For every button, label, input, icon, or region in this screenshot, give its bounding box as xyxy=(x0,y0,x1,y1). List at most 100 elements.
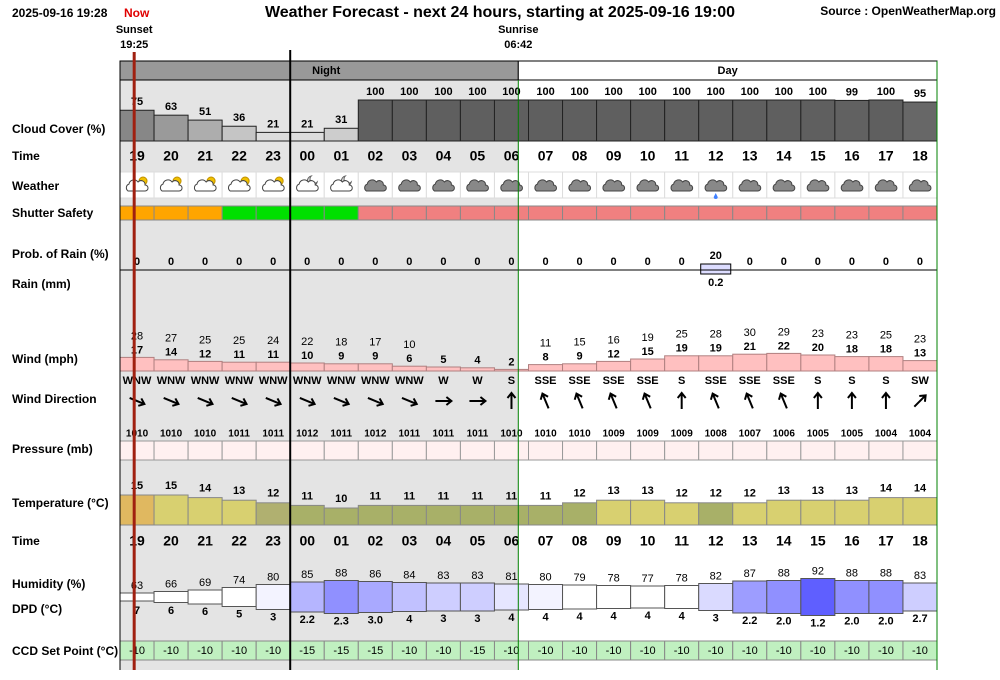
wind-speed-label: 9 xyxy=(372,351,378,363)
wind-bar xyxy=(153,359,189,372)
humidity-label: 66 xyxy=(165,578,177,590)
wind-speed-label: 12 xyxy=(199,348,211,360)
hour-label: 20 xyxy=(163,148,179,164)
humidity-box xyxy=(766,580,802,614)
wind-arrow xyxy=(607,392,618,409)
wind-arrow-shape xyxy=(265,397,283,407)
cloud-label: 100 xyxy=(434,86,452,98)
shutter-cell xyxy=(698,205,734,221)
dpd-label: 2.0 xyxy=(776,615,791,627)
wind-dir-label: SSE xyxy=(535,375,557,387)
cloud-icon xyxy=(193,179,217,192)
ccd-label: -10 xyxy=(197,645,213,657)
wind-dir-label: S xyxy=(848,375,855,387)
cloud-icon xyxy=(806,179,830,192)
dpd-label: 4 xyxy=(645,610,652,622)
cloud-icon xyxy=(500,179,523,192)
weather-icon xyxy=(364,179,387,192)
cloud-icon xyxy=(602,179,626,192)
hour-label: 19 xyxy=(129,148,145,164)
humidity-label: 84 xyxy=(403,569,415,581)
wind-gust-label: 16 xyxy=(607,334,619,346)
wind-gust-label: 25 xyxy=(233,335,245,347)
humidity-label: 80 xyxy=(267,571,279,583)
temperature-label: 12 xyxy=(744,488,756,500)
pressure-cell xyxy=(425,440,461,461)
humidity-box xyxy=(425,582,461,612)
wind-arrow xyxy=(265,397,283,407)
shutter-cell xyxy=(119,205,155,221)
pressure-cell xyxy=(153,440,189,461)
wind-dir-label: WNW xyxy=(327,375,356,387)
cloud-bar xyxy=(119,109,155,142)
wind-arrow xyxy=(129,397,146,407)
humidity-label: 85 xyxy=(301,569,313,581)
wind-speed-label: 22 xyxy=(778,340,790,352)
temperature-bar xyxy=(289,504,325,526)
wind-arrow-shape xyxy=(881,391,891,409)
wind-bar xyxy=(459,367,495,372)
wind-bar xyxy=(834,356,870,372)
temperature-label: 11 xyxy=(472,490,484,502)
wind-speed-label: 9 xyxy=(577,351,583,363)
wind-dir-label: W xyxy=(472,375,483,387)
rain-prob-label: 0 xyxy=(611,256,617,268)
hour-label: 23 xyxy=(265,148,281,164)
temperature-label: 12 xyxy=(267,488,279,500)
temperature-bar xyxy=(664,502,700,526)
pressure-label: 1005 xyxy=(841,429,864,440)
temperature-label: 14 xyxy=(199,483,212,495)
cloud-label: 100 xyxy=(673,86,691,98)
rain-prob-label: 0 xyxy=(542,256,548,268)
cloud-label: 51 xyxy=(199,106,211,118)
dpd-label: 1.2 xyxy=(810,617,825,629)
wind-bar xyxy=(425,366,461,372)
temperature-bar xyxy=(391,504,427,526)
cloud-bar xyxy=(596,99,632,142)
timestamp: 2025-09-16 19:28 xyxy=(12,6,108,20)
shutter-cell xyxy=(800,205,836,221)
hour-label: 16 xyxy=(844,148,860,164)
hour-label: 23 xyxy=(265,533,281,549)
cloud-bar xyxy=(187,119,223,142)
hour-label: 07 xyxy=(538,533,554,549)
wind-arrow-shape xyxy=(197,397,214,407)
ccd-label: -10 xyxy=(912,645,928,657)
cloud-icon xyxy=(772,179,796,192)
pressure-cell xyxy=(255,440,291,461)
cloud-bar xyxy=(425,99,461,142)
wind-arrow xyxy=(299,397,317,407)
ccd-label: -10 xyxy=(674,645,690,657)
hour-label: 09 xyxy=(606,533,622,549)
shutter-cell xyxy=(902,205,938,221)
humidity-box xyxy=(630,585,666,609)
humidity-box xyxy=(221,587,257,607)
wind-arrow xyxy=(676,391,687,409)
wind-arrow-shape xyxy=(506,391,517,409)
wind-gust-label: 11 xyxy=(540,338,551,350)
wind-gust-label: 25 xyxy=(676,329,688,341)
pressure-cell xyxy=(289,440,325,461)
temperature-label: 11 xyxy=(540,490,552,502)
wind-arrow-shape xyxy=(367,397,385,407)
temperature-bar xyxy=(459,504,495,526)
rain-prob-label: 0 xyxy=(679,256,685,268)
weather-icon xyxy=(159,176,183,192)
pressure-cell xyxy=(630,440,666,461)
ccd-label: -10 xyxy=(129,645,145,657)
ccd-label: -15 xyxy=(299,645,315,657)
pressure-cell xyxy=(187,440,223,461)
ccd-label: -10 xyxy=(265,645,281,657)
pressure-label: 1012 xyxy=(364,429,387,440)
hour-label: 21 xyxy=(197,533,213,549)
wind-arrow-shape xyxy=(299,397,317,407)
humidity-box xyxy=(562,584,598,610)
pressure-label: 1009 xyxy=(602,429,625,440)
wind-arrow xyxy=(641,392,652,409)
wind-speed-label: 21 xyxy=(744,341,756,353)
temperature-label: 12 xyxy=(676,488,688,500)
wind-arrow-shape xyxy=(129,397,146,407)
wind-dir-label: WNW xyxy=(225,375,254,387)
shutter-cell xyxy=(834,205,870,221)
hour-label: 18 xyxy=(912,533,928,549)
